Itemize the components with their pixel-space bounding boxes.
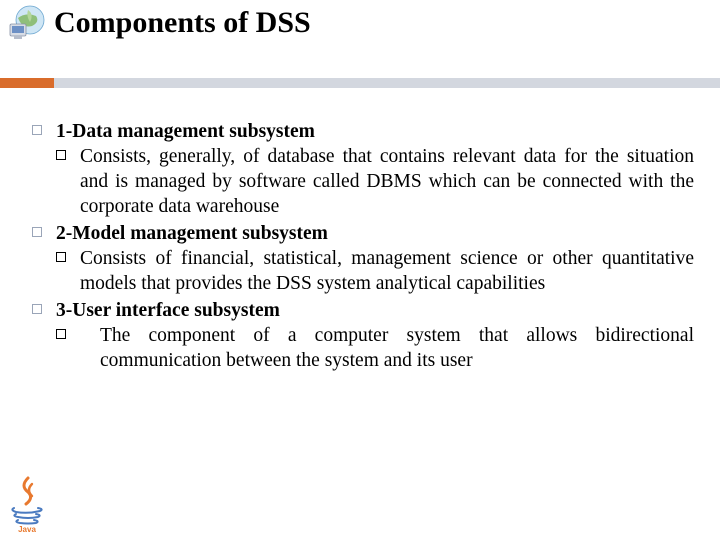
accent-orange-segment <box>0 78 54 88</box>
globe-computer-icon <box>8 4 48 42</box>
accent-bar <box>0 78 720 88</box>
square-bullet-icon <box>32 125 42 135</box>
section-heading: 3-User interface subsystem <box>56 300 280 321</box>
square-bullet-icon <box>56 329 66 339</box>
svg-text:Java: Java <box>18 525 36 534</box>
section-heading: 2-Model management subsystem <box>56 223 328 244</box>
accent-gray-segment <box>54 78 720 88</box>
list-item: 1-Data management subsystem Consists, ge… <box>28 120 694 220</box>
section-sub-prefix: Consists <box>80 248 146 269</box>
section-sub-text: generally, of database that contains rel… <box>80 146 694 217</box>
slide-content: 1-Data management subsystem Consists, ge… <box>28 120 694 376</box>
java-logo-icon: Java <box>6 474 48 534</box>
square-bullet-icon <box>32 304 42 314</box>
list-item: 2-Model management subsystem Consists of… <box>28 222 694 297</box>
list-item: 3-User interface subsystem The component… <box>28 299 694 374</box>
section-sub-text: of financial, statistical, management sc… <box>80 248 694 294</box>
section-sub-prefix: Consists, <box>80 146 151 167</box>
square-bullet-icon <box>56 150 66 160</box>
section-body: Consists, generally, of database that co… <box>56 145 694 220</box>
section-body: Consists of financial, statistical, mana… <box>56 247 694 297</box>
section-body: The component of a computer system that … <box>56 324 694 374</box>
square-bullet-icon <box>56 252 66 262</box>
square-bullet-icon <box>32 227 42 237</box>
section-heading: 1-Data management subsystem <box>56 121 315 142</box>
section-sub-text: The component of a computer system that … <box>100 325 694 371</box>
slide-title: Components of DSS <box>54 6 311 40</box>
